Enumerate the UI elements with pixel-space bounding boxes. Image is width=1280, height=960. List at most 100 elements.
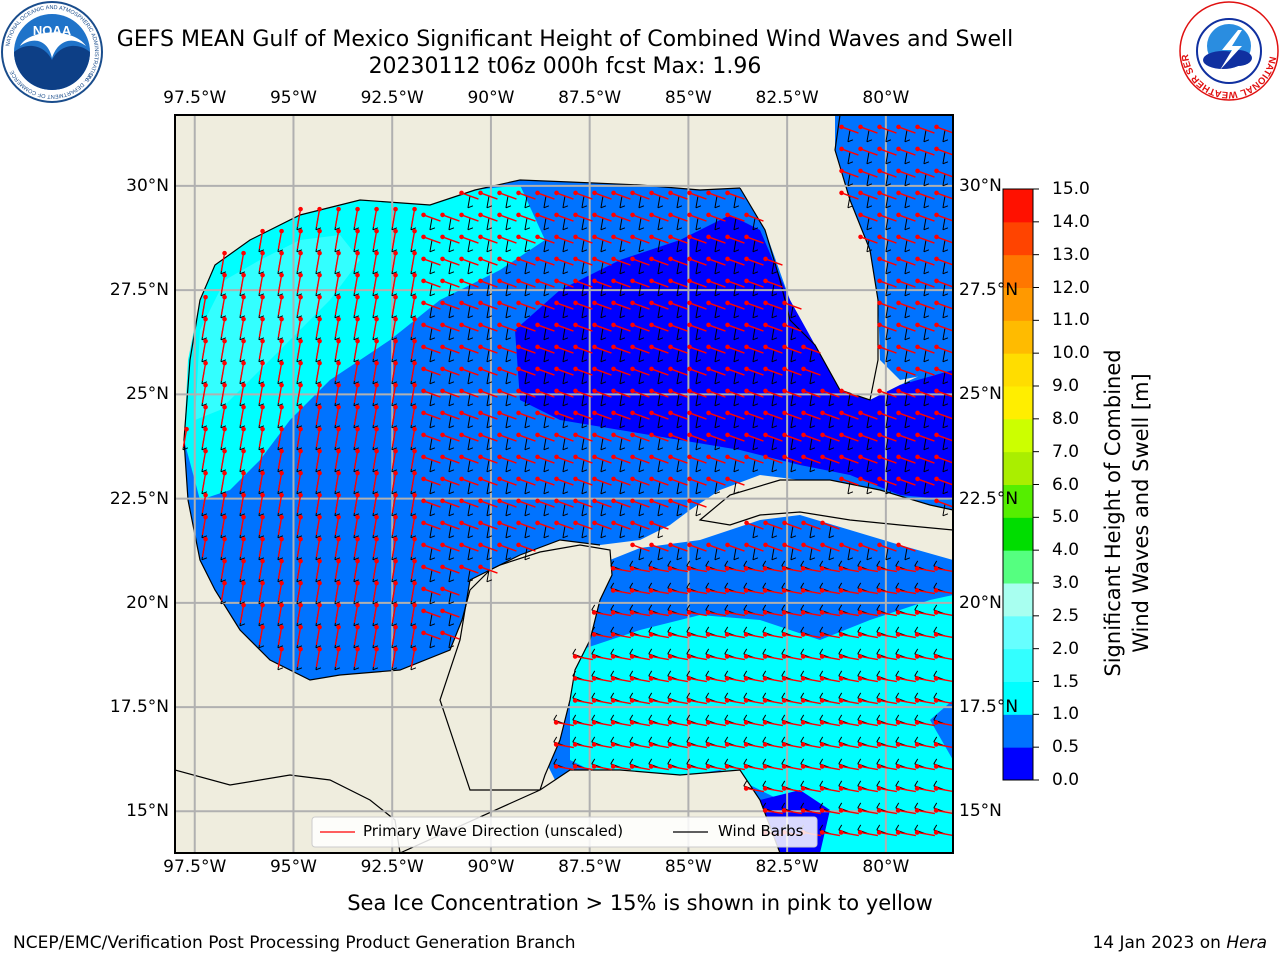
- wave-arrow: [841, 170, 859, 178]
- wave-arrow-head: [611, 278, 616, 284]
- wave-arrow: [391, 473, 397, 491]
- wave-arrow-head: [649, 542, 654, 548]
- wave-arrow: [315, 605, 321, 623]
- legend-wave-label: Primary Wave Direction (unscaled): [363, 822, 624, 840]
- wave-arrow: [334, 253, 340, 271]
- wave-arrow-head: [573, 432, 578, 438]
- wave-arrow: [277, 649, 283, 667]
- wave-arrow: [613, 743, 631, 749]
- wave-arrow: [461, 544, 479, 552]
- wind-barb: [695, 503, 702, 517]
- wave-arrow: [936, 809, 953, 815]
- wave-arrow-head: [914, 808, 920, 813]
- wave-arrow-head: [648, 610, 654, 615]
- wave-arrow-head: [743, 632, 749, 637]
- wave-arrow-head: [374, 404, 379, 410]
- wave-arrow: [936, 324, 953, 332]
- wave-arrow-head: [857, 610, 863, 615]
- wave-arrow-head: [933, 808, 939, 813]
- wave-arrow-head: [298, 250, 303, 256]
- wave-arrow-head: [573, 454, 578, 460]
- wave-arrow: [746, 324, 764, 332]
- wave-arrow: [841, 831, 859, 837]
- wind-barb: [714, 481, 721, 495]
- wind-barb: [486, 525, 493, 539]
- wave-arrow: [746, 567, 764, 573]
- wave-arrow: [879, 699, 897, 705]
- wave-arrow: [315, 627, 321, 645]
- wave-arrow-head: [687, 300, 692, 306]
- wave-arrow-head: [820, 520, 825, 526]
- wave-arrow: [651, 412, 669, 420]
- wave-arrow: [898, 412, 916, 420]
- wave-arrow: [410, 341, 416, 359]
- wave-arrow: [277, 583, 283, 601]
- wave-arrow-head: [706, 410, 711, 416]
- wind-barb: [562, 481, 569, 495]
- wave-arrow: [518, 324, 536, 332]
- wave-arrow-head: [298, 580, 303, 586]
- wind-barb: [619, 481, 626, 495]
- wind-barb: [619, 371, 626, 385]
- wind-barb: [562, 437, 569, 451]
- wind-barb: [486, 349, 493, 363]
- wind-barb: [505, 437, 512, 451]
- wave-arrow-head: [838, 786, 844, 791]
- wave-arrow-head: [592, 476, 597, 482]
- wind-barb: [619, 349, 626, 363]
- wave-arrow: [296, 429, 302, 447]
- wave-arrow-head: [459, 476, 464, 482]
- wave-arrow-head: [412, 426, 417, 432]
- wave-arrow-head: [933, 764, 939, 769]
- wave-arrow-head: [412, 470, 417, 476]
- wave-arrow-head: [877, 344, 882, 350]
- wind-barb: [714, 217, 721, 231]
- wind-barb: [714, 459, 721, 473]
- wind-barb: [847, 151, 854, 165]
- wave-arrow-head: [412, 250, 417, 256]
- wind-barb: [847, 173, 854, 187]
- wave-arrow: [917, 324, 935, 332]
- wave-arrow: [784, 611, 802, 617]
- wave-arrow: [410, 627, 416, 645]
- wave-arrow-head: [858, 168, 863, 174]
- wave-arrow-head: [336, 360, 341, 366]
- wave-arrow: [423, 632, 441, 640]
- wave-arrow: [917, 677, 935, 683]
- wind-barb: [448, 415, 455, 429]
- wave-arrow: [708, 192, 726, 200]
- wave-arrow: [315, 275, 321, 293]
- wave-arrow: [315, 385, 321, 403]
- wind-barb: [600, 261, 607, 275]
- wave-arrow-head: [724, 764, 730, 769]
- wave-arrow: [410, 649, 416, 667]
- colorbar-tick-label: 8.0: [1052, 408, 1080, 429]
- wave-arrow: [632, 390, 650, 398]
- wind-barb: [904, 261, 911, 275]
- wave-arrow-head: [421, 366, 426, 372]
- wave-arrow-head: [744, 454, 749, 460]
- wind-barb: [429, 613, 436, 627]
- colorbar-segment: [1003, 681, 1033, 715]
- wind-barb: [657, 393, 664, 407]
- wind-barb: [600, 305, 607, 319]
- wave-arrow-head: [298, 492, 303, 498]
- wave-arrow-head: [762, 786, 768, 791]
- wind-barb: [543, 481, 550, 495]
- wind-barb: [752, 305, 759, 319]
- wave-arrow-head: [934, 278, 939, 284]
- wave-arrow-head: [915, 476, 920, 482]
- wave-arrow-head: [553, 742, 559, 747]
- wind-barb: [695, 459, 702, 473]
- wave-arrow: [239, 253, 245, 271]
- wave-arrow: [879, 721, 897, 727]
- wind-barb: [486, 547, 493, 561]
- wave-arrow: [708, 390, 726, 398]
- wave-arrow-head: [497, 454, 502, 460]
- wave-arrow: [442, 478, 460, 486]
- wave-arrow: [689, 456, 707, 464]
- wave-arrow-head: [222, 272, 227, 278]
- wave-arrow: [518, 346, 536, 354]
- wave-arrow-head: [459, 432, 464, 438]
- wave-arrow-head: [440, 608, 445, 614]
